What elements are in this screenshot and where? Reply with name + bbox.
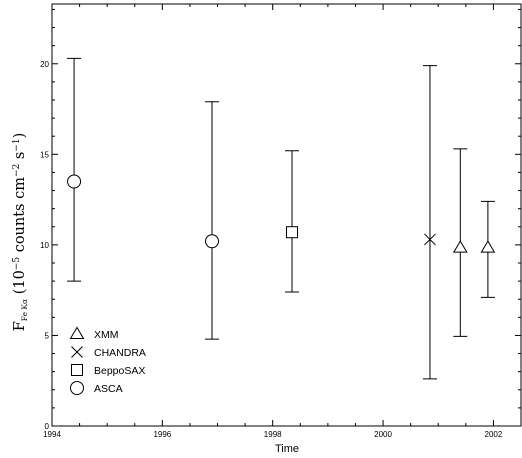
legend-marker-xmm	[69, 326, 85, 340]
point-xmm	[480, 240, 496, 253]
y-label-exp2: −2	[12, 164, 22, 177]
error-bar-bepposax	[285, 150, 300, 293]
y-label-f: F	[12, 321, 28, 331]
x-tick-label: 1994	[43, 430, 61, 439]
y-label-close: )	[12, 133, 28, 139]
ticks: 1994 1996 1998 2000 2002 0 5 10 15 20	[40, 4, 521, 439]
point-chandra	[424, 233, 436, 246]
point-asca	[67, 174, 82, 189]
axes	[51, 3, 522, 427]
x-tick-label: 2002	[485, 430, 503, 439]
x-tick-label: 2000	[374, 430, 392, 439]
x-axis-label: Time	[275, 443, 299, 455]
y-label-mid2: s	[12, 152, 28, 164]
x-tick-label: 1996	[153, 430, 171, 439]
y-axis-label: FFe Kα (10−5 counts cm−2 s−1)	[12, 133, 29, 332]
legend-marker-bepposax	[71, 364, 83, 376]
error-bar-asca	[67, 57, 82, 282]
y-tick-label: 15	[40, 150, 49, 159]
legend-label-chandra: CHANDRA	[94, 347, 146, 359]
error-bar-asca	[205, 101, 220, 340]
y-tick-label: 0	[45, 422, 50, 431]
legend-label-asca: ASCA	[94, 383, 123, 395]
legend-label-xmm: XMM	[94, 329, 119, 341]
x-tick-label: 1998	[264, 430, 282, 439]
y-label-subscript: Fe Kα	[20, 299, 29, 321]
point-xmm	[452, 240, 468, 253]
y-label-exp1: −5	[12, 257, 22, 271]
y-tick-label: 20	[40, 60, 49, 69]
data-points	[67, 57, 496, 380]
legend-label-bepposax: BeppoSAX	[94, 365, 145, 377]
error-bar-chandra	[422, 65, 437, 380]
y-tick-label: 5	[45, 331, 50, 340]
y-label-open: (10	[12, 270, 28, 299]
y-label-mid: counts cm	[12, 177, 28, 257]
y-tick-label: 10	[40, 241, 49, 250]
point-bepposax	[286, 226, 299, 239]
legend-marker-chandra	[71, 346, 83, 358]
legend: XMM CHANDRA BeppoSAX ASCA	[69, 326, 146, 395]
y-label-exp3: −1	[12, 138, 22, 151]
plot-frame	[51, 3, 522, 427]
point-asca	[205, 234, 220, 249]
legend-marker-asca	[70, 381, 84, 395]
